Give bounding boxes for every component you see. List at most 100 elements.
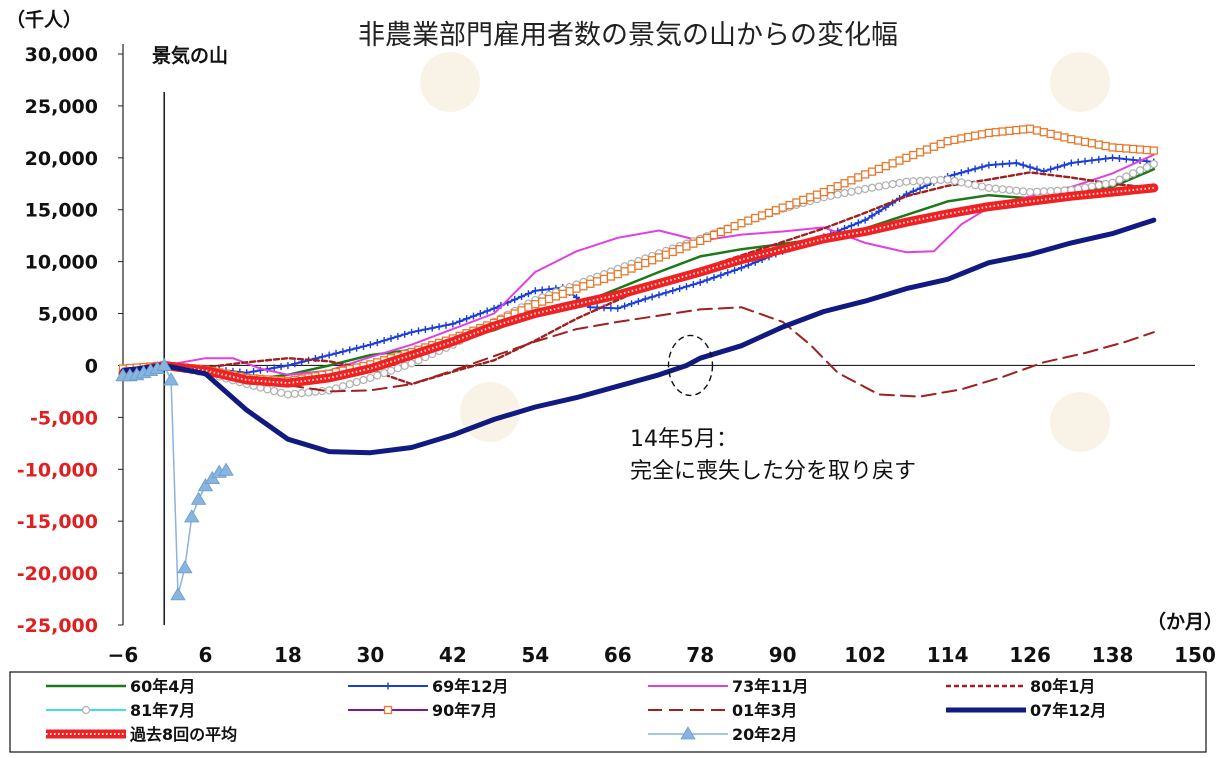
- legend-item: 60年4月: [46, 677, 195, 696]
- data-point: [689, 239, 698, 248]
- data-point: [655, 291, 663, 299]
- data-point: [1005, 185, 1014, 195]
- average-band: [118, 183, 1159, 388]
- series-line: [119, 154, 1158, 377]
- data-point: [276, 388, 286, 397]
- watermark-logo: [1050, 52, 1110, 112]
- data-point: [579, 282, 588, 291]
- y-tick-labels: 30,000 25,000 20,000 15,000 10,000 5,000 0 -5,0…: [17, 44, 98, 637]
- data-point: [971, 181, 980, 190]
- data-point: [977, 130, 987, 139]
- y-tick-label: -25,000: [17, 615, 98, 637]
- data-point: [737, 264, 745, 272]
- data-point: [613, 269, 622, 279]
- legend-item: 01年3月: [648, 701, 797, 720]
- data-point: [723, 224, 732, 234]
- data-point: [531, 300, 540, 309]
- data-point: [1135, 166, 1145, 175]
- series-line: [122, 153, 1155, 376]
- data-point: [669, 287, 677, 295]
- data-point: [1060, 133, 1069, 142]
- data-point: [999, 160, 1007, 168]
- data-point: [1060, 161, 1068, 169]
- data-point: [366, 373, 375, 383]
- data-point: [1025, 187, 1035, 197]
- data-point: [263, 385, 272, 394]
- data-point: [662, 289, 670, 297]
- legend-label: 60年4月: [130, 677, 195, 696]
- x-tick-label: 66: [604, 643, 632, 667]
- x-tick-label: −6: [108, 643, 139, 667]
- data-point: [847, 187, 856, 196]
- data-point: [318, 353, 326, 361]
- data-point: [812, 190, 822, 199]
- data-point: [731, 266, 739, 274]
- data-point: [373, 371, 382, 380]
- y-tick-label: 5,000: [38, 304, 98, 326]
- data-point: [291, 360, 299, 368]
- data-point: [764, 208, 774, 217]
- data-point: [867, 183, 877, 192]
- data-point: [964, 167, 972, 175]
- data-point: [1032, 126, 1042, 135]
- watermark-logo: [420, 52, 480, 112]
- data-point: [819, 187, 829, 197]
- x-unit-label: （か月）: [1147, 610, 1217, 633]
- series-line: [122, 306, 1155, 398]
- data-point: [1088, 156, 1096, 164]
- data-point: [826, 191, 835, 200]
- data-point: [710, 274, 718, 282]
- data-point: [1074, 158, 1082, 166]
- data-point: [902, 153, 911, 162]
- legend-label: 73年11月: [732, 677, 809, 696]
- data-point: [463, 315, 471, 323]
- data-point: [359, 375, 368, 385]
- data-point: [992, 161, 1000, 169]
- data-point: [614, 304, 622, 312]
- data-point: [840, 189, 849, 198]
- data-point: [1067, 134, 1076, 144]
- x-tick-label: 54: [521, 643, 549, 667]
- legend-item: 81年7月: [46, 701, 195, 720]
- data-point: [483, 307, 491, 315]
- data-point: [978, 163, 986, 171]
- data-point: [476, 310, 484, 318]
- legend-item: 73年11月: [648, 677, 809, 696]
- chart-title: 非農業部門雇用者数の景気の山からの変化幅: [358, 20, 898, 51]
- series-path: [120, 217, 1157, 456]
- data-point: [1081, 157, 1089, 165]
- legend-label: 01年3月: [732, 701, 797, 720]
- data-point: [1032, 187, 1042, 196]
- data-point: [290, 389, 299, 398]
- data-point: [936, 175, 945, 185]
- annotation: 14年5月： 完全に喪失した分を取り戻す: [630, 334, 916, 484]
- data-point: [696, 278, 704, 286]
- data-point: [1115, 175, 1124, 184]
- data-point: [902, 177, 911, 186]
- data-point: [304, 388, 313, 397]
- data-point: [156, 357, 172, 371]
- data-point: [806, 193, 815, 202]
- y-tick-label: -15,000: [17, 511, 98, 533]
- data-point: [724, 269, 732, 277]
- data-point: [284, 361, 292, 369]
- data-point: [985, 161, 993, 169]
- data-point: [1026, 163, 1034, 171]
- x-tick-label: 42: [439, 643, 467, 667]
- data-point: [861, 170, 870, 179]
- data-point: [854, 173, 863, 182]
- data-point: [881, 161, 890, 171]
- data-point: [373, 339, 381, 347]
- data-point: [861, 184, 870, 194]
- data-point: [1129, 144, 1138, 154]
- data-point: [414, 327, 422, 335]
- data-point: [1074, 136, 1083, 145]
- data-point: [998, 127, 1007, 136]
- data-point: [1080, 137, 1090, 147]
- peak-label: 景気の山: [152, 44, 228, 67]
- series-line: [115, 357, 234, 601]
- data-point: [435, 323, 443, 331]
- y-tick-label: -10,000: [17, 459, 98, 481]
- data-point: [518, 293, 526, 301]
- data-point: [909, 150, 918, 160]
